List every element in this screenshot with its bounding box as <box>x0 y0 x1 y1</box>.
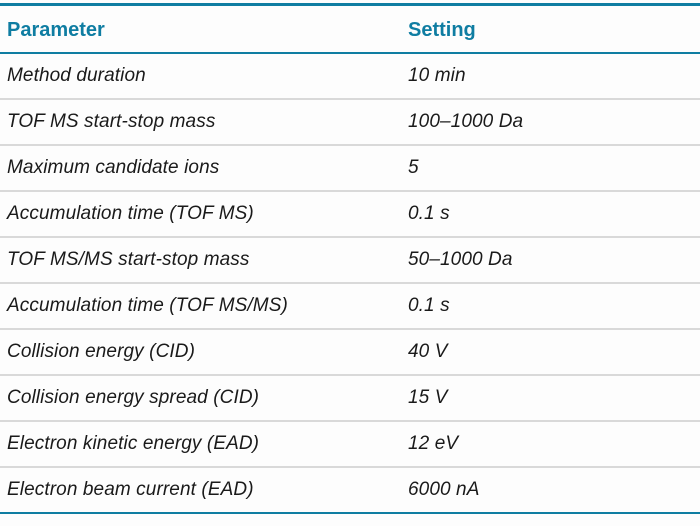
parameter-cell: TOF MS/MS start-stop mass <box>0 236 401 283</box>
setting-cell: 12 eV <box>401 420 700 467</box>
parameter-cell: Collision energy (CID) <box>0 328 401 375</box>
table-row: Accumulation time (TOF MS) 0.1 s <box>0 190 700 237</box>
parameter-cell: Collision energy spread (CID) <box>0 374 401 421</box>
setting-cell: 5 <box>401 144 700 191</box>
header-row: Parameter Setting <box>0 4 700 54</box>
parameter-cell: Electron beam current (EAD) <box>0 466 401 513</box>
setting-cell: 6000 nA <box>401 466 700 513</box>
table-row: Collision energy spread (CID) 15 V <box>0 374 700 421</box>
table-row: TOF MS/MS start-stop mass 50–1000 Da <box>0 236 700 283</box>
column-header-parameter: Parameter <box>0 4 401 54</box>
table-row: Method duration 10 min <box>0 53 700 99</box>
table-row: Maximum candidate ions 5 <box>0 144 700 191</box>
parameter-cell: Accumulation time (TOF MS/MS) <box>0 282 401 329</box>
parameters-table-container: Parameter Setting Method duration 10 min… <box>0 3 700 514</box>
parameter-cell: TOF MS start-stop mass <box>0 98 401 145</box>
setting-cell: 10 min <box>408 65 466 86</box>
table-body: Method duration 10 min TOF MS start-stop… <box>0 53 700 513</box>
setting-cell: 100–1000 Da <box>401 98 700 145</box>
parameter-cell: Accumulation time (TOF MS) <box>0 190 401 237</box>
parameter-cell: Maximum candidate ions <box>0 144 401 191</box>
setting-cell: 40 V <box>401 328 700 375</box>
table-row: Electron beam current (EAD) 6000 nA <box>0 466 700 513</box>
setting-cell: 50–1000 Da <box>401 236 700 283</box>
setting-cell: 0.1 s <box>401 190 700 237</box>
table-row: Collision energy (CID) 40 V <box>0 328 700 375</box>
column-header-setting: Setting <box>401 4 700 54</box>
table-header: Parameter Setting <box>0 4 700 54</box>
parameter-cell: Method duration <box>7 65 146 86</box>
setting-cell: 15 V <box>401 374 700 421</box>
table-row: Accumulation time (TOF MS/MS) 0.1 s <box>0 282 700 329</box>
parameter-cell: Electron kinetic energy (EAD) <box>0 420 401 467</box>
parameters-table: Parameter Setting Method duration 10 min… <box>0 3 700 514</box>
setting-cell: 0.1 s <box>401 282 700 329</box>
table-row: Electron kinetic energy (EAD) 12 eV <box>0 420 700 467</box>
table-row: TOF MS start-stop mass 100–1000 Da <box>0 98 700 145</box>
